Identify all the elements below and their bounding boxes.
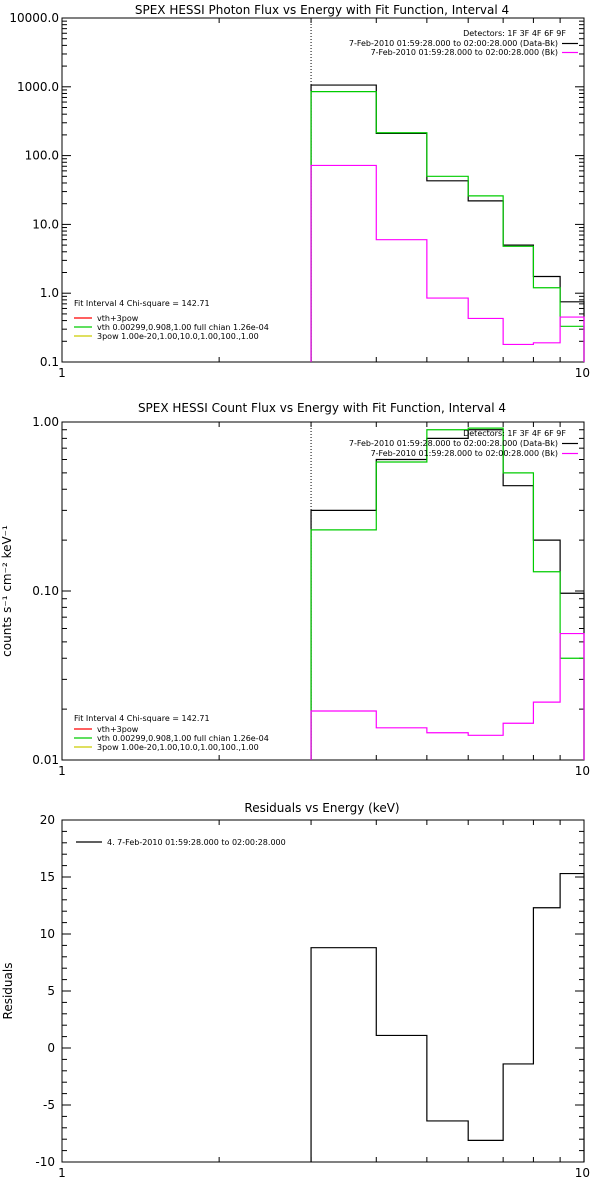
residuals-y-tick-label: 0 bbox=[47, 1041, 55, 1055]
photon-flux-legend-top-1-label: 7-Feb-2010 01:59:28.000 to 02:00:28.000 … bbox=[371, 48, 558, 57]
photon-flux-legend-bottom-0: vth+3pow bbox=[74, 314, 139, 323]
photon-flux-x-tick-label: 1 bbox=[58, 366, 66, 380]
count-flux-legend-top-1-label: 7-Feb-2010 01:59:28.000 to 02:00:28.000 … bbox=[371, 449, 558, 458]
photon-flux-series-2-line bbox=[310, 164, 585, 362]
count-flux-y-axis-label: counts s⁻¹ cm⁻² keV⁻¹ bbox=[0, 525, 14, 657]
count-flux-legend-top-0-label: 7-Feb-2010 01:59:28.000 to 02:00:28.000 … bbox=[349, 439, 558, 448]
residuals-legend-top-0-label: 4. 7-Feb-2010 01:59:28.000 to 02:00:28.0… bbox=[107, 838, 286, 847]
photon-flux-legend-bottom-2: 3pow 1.00e-20,1.00,10.0,1.00,100.,1.00 bbox=[74, 332, 259, 341]
count-flux-legend-bottom-0-label: vth+3pow bbox=[97, 725, 139, 734]
residuals-series bbox=[310, 872, 585, 1162]
count-flux-legend-bottom-0: vth+3pow bbox=[74, 725, 139, 734]
photon-flux-series-1-line bbox=[310, 91, 585, 362]
residuals-x-tick-label: 10 bbox=[575, 1166, 590, 1180]
count-flux-panel: SPEX HESSI Count Flux vs Energy with Fit… bbox=[0, 401, 590, 778]
count-flux-title: SPEX HESSI Count Flux vs Energy with Fit… bbox=[138, 401, 506, 415]
residuals-y-tick-label: -5 bbox=[43, 1098, 55, 1112]
photon-flux-fit-header: Fit Interval 4 Chi-square = 142.71 bbox=[74, 299, 210, 308]
residuals-x-tick-label: 1 bbox=[58, 1166, 66, 1180]
residuals-y-tick-label: 5 bbox=[47, 984, 55, 998]
count-flux-x-tick-label: 10 bbox=[575, 764, 590, 778]
count-flux-fit-header: Fit Interval 4 Chi-square = 142.71 bbox=[74, 714, 210, 723]
photon-flux-legend-top-0-label: 7-Feb-2010 01:59:28.000 to 02:00:28.000 … bbox=[349, 39, 558, 48]
photon-flux-y-tick-label: 1.0 bbox=[40, 286, 59, 300]
count-flux-legend-top-0: 7-Feb-2010 01:59:28.000 to 02:00:28.000 … bbox=[349, 439, 578, 448]
residuals-plot-frame bbox=[61, 819, 585, 1163]
count-flux-y-tick-label: 1.00 bbox=[32, 415, 59, 429]
photon-flux-title: SPEX HESSI Photon Flux vs Energy with Fi… bbox=[135, 3, 509, 17]
count-flux-legend-bottom-2-label: 3pow 1.00e-20,1.00,10.0,1.00,100.,1.00 bbox=[97, 743, 259, 752]
count-flux-series bbox=[310, 422, 585, 760]
photon-flux-series bbox=[310, 18, 585, 362]
count-flux-series-1-line bbox=[310, 427, 585, 760]
photon-flux-legend-bottom-2-label: 3pow 1.00e-20,1.00,10.0,1.00,100.,1.00 bbox=[97, 332, 259, 341]
photon-flux-legend-top-0: 7-Feb-2010 01:59:28.000 to 02:00:28.000 … bbox=[349, 39, 578, 48]
count-flux-detectors: Detectors: 1F 3F 4F 6F 9F bbox=[463, 429, 566, 438]
photon-flux-plot-frame bbox=[61, 17, 585, 363]
residuals-x-ticks: 1 10 bbox=[58, 820, 590, 1180]
count-flux-legend-bottom-1: vth 0.00299,0.908,1.00 full chian 1.26e-… bbox=[74, 734, 269, 743]
residuals-panel: Residuals vs Energy (keV) Residuals -10-… bbox=[1, 801, 590, 1180]
photon-flux-y-tick-label: 10.0 bbox=[32, 217, 59, 231]
residuals-y-tick-label: 20 bbox=[40, 813, 55, 827]
residuals-y-tick-label: -10 bbox=[35, 1155, 55, 1169]
residuals-y-tick-label: 15 bbox=[40, 870, 55, 884]
photon-flux-legend-bottom-0-label: vth+3pow bbox=[97, 314, 139, 323]
residuals-legend-top-0: 4. 7-Feb-2010 01:59:28.000 to 02:00:28.0… bbox=[76, 838, 286, 847]
photon-flux-detectors: Detectors: 1F 3F 4F 6F 9F bbox=[463, 29, 566, 38]
count-flux-series-2-line bbox=[310, 632, 585, 760]
count-flux-legend-bottom-1-label: vth 0.00299,0.908,1.00 full chian 1.26e-… bbox=[97, 734, 269, 743]
photon-flux-y-tick-label: 0.1 bbox=[40, 355, 59, 369]
photon-flux-y-tick-label: 1000.0 bbox=[17, 80, 59, 94]
photon-flux-panel: SPEX HESSI Photon Flux vs Energy with Fi… bbox=[9, 3, 590, 380]
photon-flux-x-tick-label: 10 bbox=[575, 366, 590, 380]
residuals-series-0-line bbox=[310, 872, 585, 1162]
count-flux-x-tick-label: 1 bbox=[58, 764, 66, 778]
residuals-y-axis-label: Residuals bbox=[1, 963, 15, 1020]
count-flux-x-ticks: 1 10 bbox=[58, 422, 590, 778]
count-flux-y-ticks: 0.01 0.10 1.00 bbox=[32, 415, 584, 767]
photon-flux-y-tick-label: 10000.0 bbox=[9, 11, 59, 25]
count-flux-legend-bottom-2: 3pow 1.00e-20,1.00,10.0,1.00,100.,1.00 bbox=[74, 743, 259, 752]
photon-flux-legend-bottom-1: vth 0.00299,0.908,1.00 full chian 1.26e-… bbox=[74, 323, 269, 332]
photon-flux-legend-bottom-1-label: vth 0.00299,0.908,1.00 full chian 1.26e-… bbox=[97, 323, 269, 332]
photon-flux-y-tick-label: 100.0 bbox=[25, 149, 59, 163]
residuals-y-tick-label: 10 bbox=[40, 927, 55, 941]
residuals-y-ticks: -10 -5 0 5 10 15 20 bbox=[35, 813, 584, 1169]
photon-flux-series-0-line bbox=[310, 84, 585, 362]
photon-flux-y-ticks: 0.1 1.0 10.0 100.0 1000.0 10000.0 bbox=[9, 11, 584, 369]
photon-flux-legend-top-1: 7-Feb-2010 01:59:28.000 to 02:00:28.000 … bbox=[371, 48, 578, 57]
count-flux-legend-top-1: 7-Feb-2010 01:59:28.000 to 02:00:28.000 … bbox=[371, 449, 578, 458]
residuals-title: Residuals vs Energy (keV) bbox=[244, 801, 399, 815]
count-flux-y-tick-label: 0.10 bbox=[32, 584, 59, 598]
count-flux-y-tick-label: 0.01 bbox=[32, 753, 59, 767]
